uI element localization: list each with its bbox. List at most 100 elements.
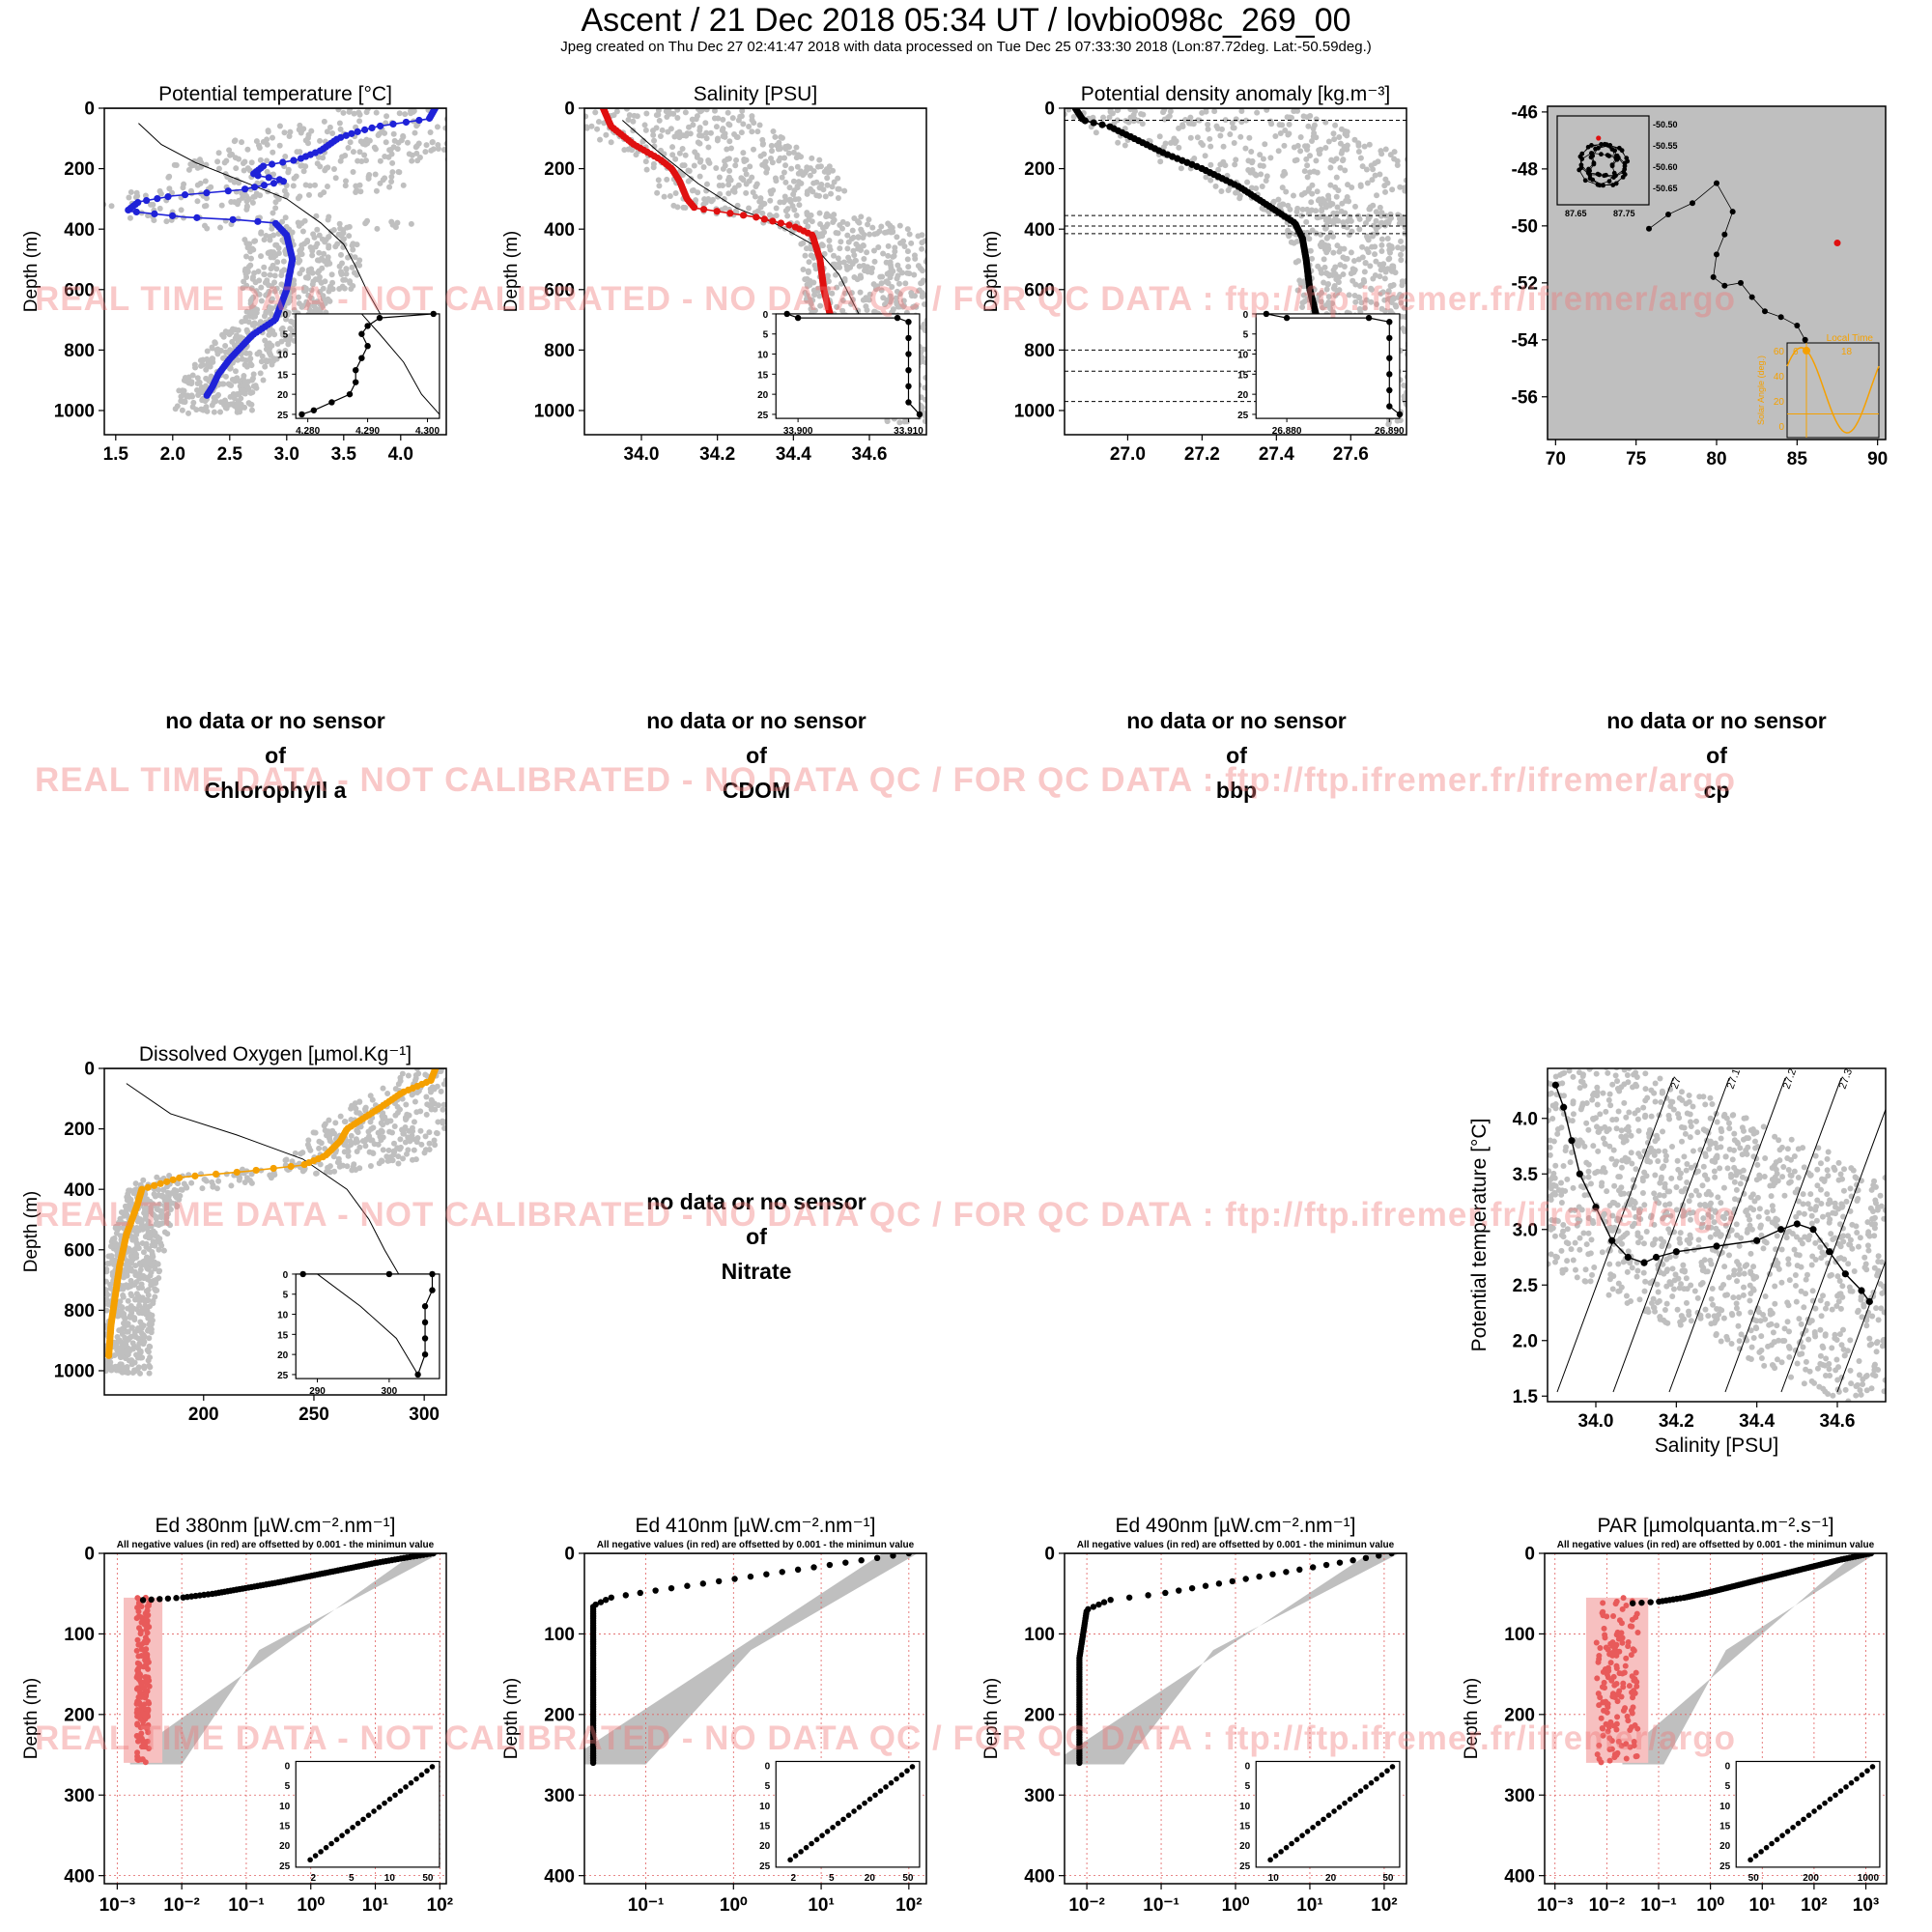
climatology-point	[995, 401, 1001, 407]
climatology-point	[140, 1272, 147, 1279]
climatology-point	[285, 169, 292, 176]
climatology-point	[1455, 348, 1461, 354]
climatology-point	[57, 206, 63, 212]
profile-point	[203, 391, 211, 399]
climatology-point	[461, 1088, 467, 1094]
climatology-point	[948, 356, 953, 362]
climatology-point	[339, 154, 346, 160]
climatology-point	[947, 419, 952, 425]
climatology-point	[1485, 416, 1491, 422]
climatology-point	[1225, 186, 1232, 193]
profile-point	[739, 212, 748, 219]
climatology-point	[1473, 393, 1479, 399]
climatology-point	[468, 127, 473, 132]
climatology-point	[1253, 172, 1260, 179]
climatology-point	[1314, 169, 1321, 176]
climatology-point	[669, 152, 676, 158]
climatology-point	[1260, 156, 1266, 162]
climatology-point	[831, 179, 838, 185]
climatology-point	[316, 268, 323, 274]
climatology-point	[649, 128, 656, 134]
climatology-point	[1254, 109, 1261, 116]
climatology-point	[667, 193, 673, 200]
climatology-point	[156, 205, 163, 212]
climatology-point	[767, 197, 774, 204]
climatology-point	[1303, 156, 1310, 162]
climatology-point	[142, 192, 149, 199]
climatology-point	[1203, 108, 1209, 112]
climatology-point	[1339, 200, 1346, 207]
climatology-point	[654, 189, 661, 196]
climatology-point	[816, 293, 823, 299]
climatology-point	[276, 142, 283, 149]
climatology-point	[911, 271, 918, 278]
climatology-point	[1382, 188, 1389, 195]
climatology-point	[261, 271, 268, 278]
climatology-point	[1259, 184, 1265, 190]
climatology-point	[861, 255, 867, 262]
climatology-point	[488, 1086, 494, 1092]
climatology-point	[241, 278, 247, 285]
climatology-point	[831, 252, 838, 259]
climatology-point	[1473, 412, 1479, 417]
climatology-point	[516, 1073, 522, 1079]
climatology-point	[406, 1127, 412, 1134]
climatology-point	[957, 363, 963, 369]
climatology-point	[402, 111, 409, 118]
climatology-point	[1208, 177, 1214, 184]
climatology-point	[249, 389, 256, 396]
climatology-point	[1337, 262, 1344, 269]
climatology-point	[865, 221, 871, 228]
climatology-point	[431, 1137, 438, 1144]
climatology-point	[442, 125, 446, 131]
climatology-point	[223, 1171, 230, 1178]
climatology-point	[879, 273, 886, 280]
climatology-point	[135, 1352, 142, 1359]
climatology-point	[1430, 403, 1435, 409]
climatology-point	[211, 409, 217, 415]
climatology-point	[295, 219, 301, 226]
climatology-point	[746, 124, 753, 130]
climatology-point	[151, 217, 157, 224]
climatology-point	[1373, 258, 1379, 265]
climatology-point	[164, 1189, 171, 1196]
climatology-point	[1215, 166, 1222, 173]
climatology-point	[185, 166, 192, 173]
inset-ytick-label: 15	[757, 370, 769, 381]
climatology-point	[966, 390, 972, 396]
climatology-point	[143, 1240, 150, 1247]
climatology-point	[228, 328, 235, 335]
climatology-point	[208, 184, 214, 190]
climatology-point	[1125, 119, 1132, 126]
climatology-point	[944, 401, 950, 407]
climatology-point	[252, 383, 259, 389]
climatology-point	[1488, 412, 1493, 417]
climatology-point	[1157, 158, 1164, 165]
inset-point	[346, 390, 354, 398]
climatology-point	[964, 361, 970, 367]
climatology-point	[952, 341, 957, 347]
climatology-point	[409, 1156, 415, 1163]
profile-point	[181, 191, 189, 199]
climatology-point	[243, 192, 250, 199]
climatology-point	[824, 182, 831, 188]
climatology-point	[1481, 388, 1487, 394]
profile-point	[154, 194, 161, 203]
climatology-point	[132, 1236, 139, 1243]
climatology-point	[305, 267, 312, 273]
climatology-point	[1410, 249, 1416, 255]
climatology-point	[1247, 169, 1254, 176]
climatology-point	[1331, 283, 1338, 290]
climatology-point	[1351, 136, 1358, 143]
climatology-point	[286, 133, 293, 140]
climatology-point	[642, 158, 649, 165]
climatology-point	[1315, 263, 1321, 270]
climatology-point	[1399, 245, 1406, 252]
climatology-point	[131, 1282, 138, 1289]
climatology-point	[477, 128, 483, 134]
climatology-point	[345, 254, 352, 261]
climatology-point	[423, 1111, 430, 1118]
climatology-point	[309, 281, 316, 288]
climatology-point	[984, 386, 990, 392]
climatology-point	[671, 133, 678, 140]
